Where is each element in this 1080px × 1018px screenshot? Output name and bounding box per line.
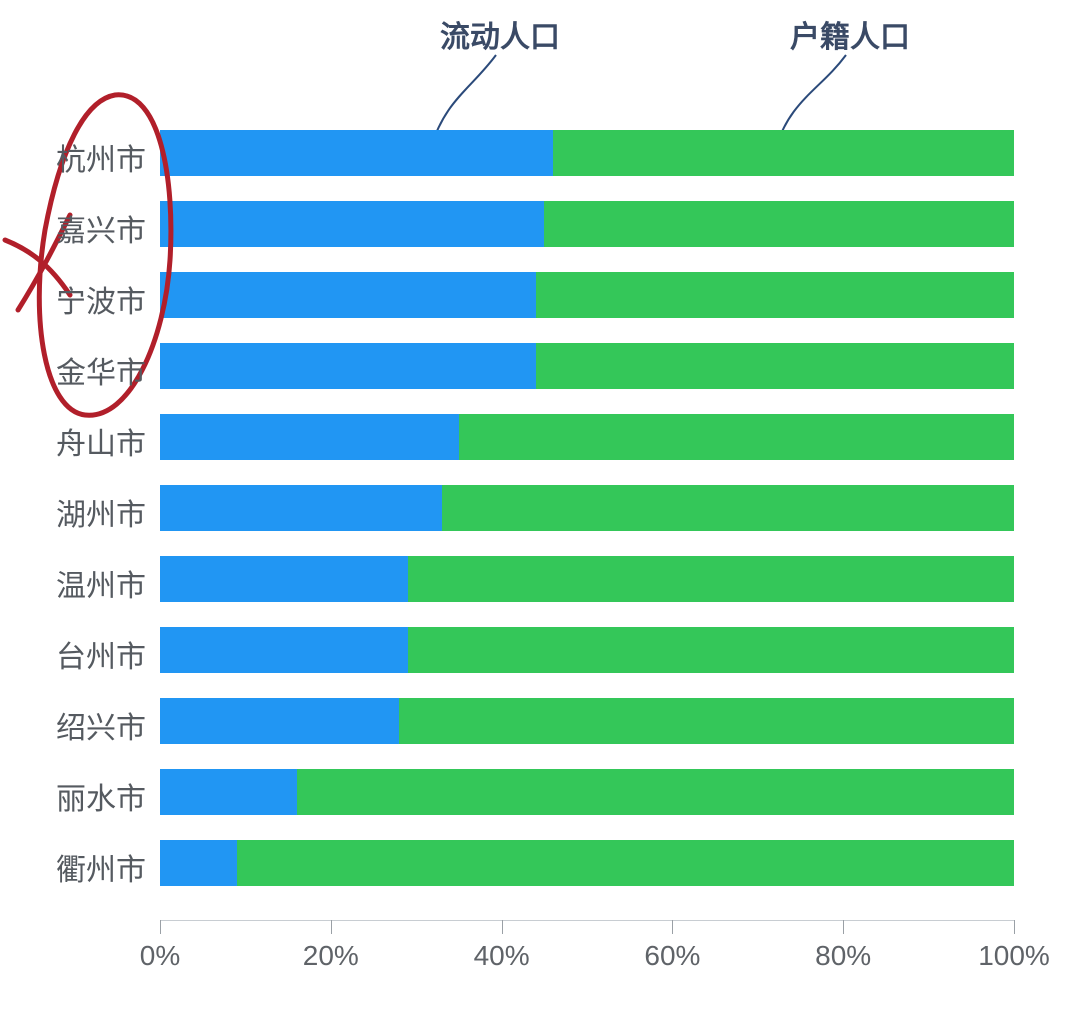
y-axis-label: 台州市	[6, 632, 146, 676]
y-axis-label: 绍兴市	[6, 703, 146, 747]
bar-segment-floating	[160, 414, 459, 460]
x-tick	[843, 920, 844, 934]
bar-segment-floating	[160, 769, 297, 815]
bar-segment-floating	[160, 556, 408, 602]
bar-segment-registered	[536, 272, 1014, 318]
x-tick	[502, 920, 503, 934]
bar-segment-registered	[459, 414, 1014, 460]
y-axis-label: 嘉兴市	[6, 206, 146, 250]
bar-row	[160, 343, 1014, 389]
x-tick-label: 80%	[815, 940, 871, 972]
y-axis-label: 杭州市	[6, 135, 146, 179]
bar-row	[160, 769, 1014, 815]
plot-area	[160, 130, 1014, 900]
x-tick-label: 100%	[978, 940, 1050, 972]
bar-segment-registered	[553, 130, 1014, 176]
bar-segment-registered	[297, 769, 1014, 815]
bar-segment-registered	[544, 201, 1014, 247]
y-axis-label: 宁波市	[6, 277, 146, 321]
bar-segment-registered	[408, 556, 1014, 602]
bar-row	[160, 130, 1014, 176]
bar-row	[160, 201, 1014, 247]
bar-row	[160, 414, 1014, 460]
bar-row	[160, 272, 1014, 318]
bar-segment-floating	[160, 485, 442, 531]
bar-segment-floating	[160, 698, 399, 744]
bar-segment-registered	[399, 698, 1014, 744]
bar-segment-floating	[160, 130, 553, 176]
bar-segment-registered	[408, 627, 1014, 673]
bar-row	[160, 698, 1014, 744]
x-tick	[1014, 920, 1015, 934]
bar-row	[160, 556, 1014, 602]
bar-segment-registered	[442, 485, 1014, 531]
x-tick	[160, 920, 161, 934]
bar-row	[160, 840, 1014, 886]
bar-row	[160, 627, 1014, 673]
x-tick	[331, 920, 332, 934]
y-axis-label: 金华市	[6, 348, 146, 392]
y-axis-label: 舟山市	[6, 419, 146, 463]
x-tick-label: 40%	[474, 940, 530, 972]
bar-segment-floating	[160, 840, 237, 886]
bar-segment-floating	[160, 201, 544, 247]
legend-item-registered: 户籍人口	[790, 12, 910, 56]
y-axis-label: 丽水市	[6, 774, 146, 818]
x-tick	[672, 920, 673, 934]
y-axis-label: 衢州市	[6, 845, 146, 889]
bar-row	[160, 485, 1014, 531]
x-tick-label: 20%	[303, 940, 359, 972]
x-tick-label: 60%	[644, 940, 700, 972]
legend-item-floating: 流动人口	[440, 12, 560, 56]
y-axis-label: 温州市	[6, 561, 146, 605]
bar-segment-registered	[237, 840, 1014, 886]
bar-segment-floating	[160, 627, 408, 673]
bar-segment-floating	[160, 343, 536, 389]
x-axis: 0%20%40%60%80%100%	[160, 920, 1014, 980]
bar-segment-registered	[536, 343, 1014, 389]
bar-segment-floating	[160, 272, 536, 318]
y-axis-label: 湖州市	[6, 490, 146, 534]
x-tick-label: 0%	[140, 940, 180, 972]
